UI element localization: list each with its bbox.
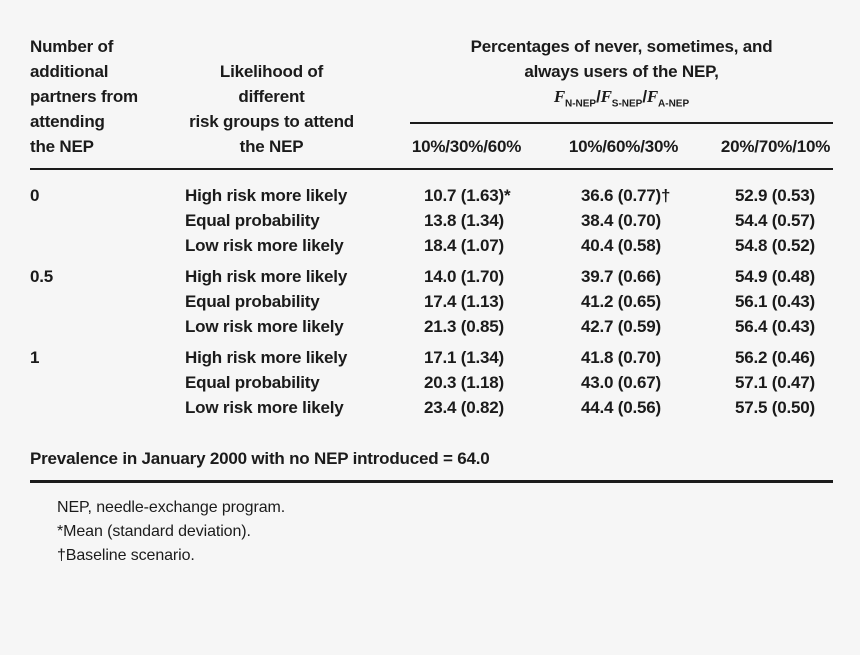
value-cell: 41.2 (0.65) xyxy=(581,292,662,311)
value-cell: 39.7 (0.66) xyxy=(581,267,662,286)
likelihood-cell: High risk more likely xyxy=(185,348,348,367)
partners-cell xyxy=(30,233,185,258)
value-cell: 18.4 (1.07) xyxy=(424,236,505,255)
column-header-likelihood: Likelihood of different risk groups to a… xyxy=(189,62,354,156)
table-footnotes: NEP, needle-exchange program. *Mean (sta… xyxy=(57,496,833,568)
row-group-0-partners: 0 High risk more likely 10.7 (1.63)* 36.… xyxy=(30,183,833,258)
table-row: Low risk more likely 21.3 (0.85) 42.7 (0… xyxy=(30,314,833,339)
footnote-dagger: †Baseline scenario. xyxy=(57,547,195,564)
column-header-partners: Number of additional partners from atten… xyxy=(30,37,138,156)
likelihood-cell: High risk more likely xyxy=(185,267,348,286)
table-body: 0 High risk more likely 10.7 (1.63)* 36.… xyxy=(30,170,833,420)
likelihood-cell: Low risk more likely xyxy=(185,317,344,336)
partners-cell xyxy=(30,208,185,233)
results-table: Number of additional partners from atten… xyxy=(30,34,833,568)
value-cell: 23.4 (0.82) xyxy=(424,398,505,417)
table-header: Number of additional partners from atten… xyxy=(30,34,833,170)
value-cell: 21.3 (0.85) xyxy=(424,317,505,336)
partners-cell xyxy=(30,289,185,314)
value-cell: 43.0 (0.67) xyxy=(581,373,662,392)
value-cell: 38.4 (0.70) xyxy=(581,211,662,230)
table-row: 0.5 High risk more likely 14.0 (1.70) 39… xyxy=(30,264,833,289)
footnote-asterisk: *Mean (standard deviation). xyxy=(57,523,251,540)
value-cell: 42.7 (0.59) xyxy=(581,317,662,336)
subcolumn-header-1: 10%/30%/60% xyxy=(411,137,522,156)
value-cell: 54.4 (0.57) xyxy=(735,211,816,230)
partners-cell: 0 xyxy=(30,186,40,205)
table-row: Low risk more likely 18.4 (1.07) 40.4 (0… xyxy=(30,233,833,258)
likelihood-cell: Low risk more likely xyxy=(185,398,344,417)
value-cell: 52.9 (0.53) xyxy=(735,186,816,205)
row-group-05-partners: 0.5 High risk more likely 14.0 (1.70) 39… xyxy=(30,264,833,339)
value-cell: 56.2 (0.46) xyxy=(735,348,816,367)
table-row: 1 High risk more likely 17.1 (1.34) 41.8… xyxy=(30,345,833,370)
subcolumn-header-3: 20%/70%/10% xyxy=(720,137,831,156)
value-cell: 57.1 (0.47) xyxy=(735,373,816,392)
likelihood-cell: Low risk more likely xyxy=(185,236,344,255)
table-row: Equal probability 20.3 (1.18) 43.0 (0.67… xyxy=(30,370,833,395)
value-cell: 10.7 (1.63)* xyxy=(424,186,511,205)
f-ratio-formula: FN-NEP/FS-NEP/FA-NEP xyxy=(553,87,690,110)
value-cell: 17.4 (1.13) xyxy=(424,292,505,311)
value-cell: 13.8 (1.34) xyxy=(424,211,505,230)
table-row: Equal probability 13.8 (1.34) 38.4 (0.70… xyxy=(30,208,833,233)
footnote-abbreviation: NEP, needle-exchange program. xyxy=(57,499,286,516)
table-row: Equal probability 17.4 (1.13) 41.2 (0.65… xyxy=(30,289,833,314)
value-cell: 20.3 (1.18) xyxy=(424,373,505,392)
value-cell: 44.4 (0.56) xyxy=(581,398,662,417)
value-cell: 56.4 (0.43) xyxy=(735,317,816,336)
value-cell: 14.0 (1.70) xyxy=(424,267,505,286)
value-cell: 40.4 (0.58) xyxy=(581,236,662,255)
partners-cell: 0.5 xyxy=(30,267,54,286)
value-cell: 57.5 (0.50) xyxy=(735,398,816,417)
likelihood-cell: Equal probability xyxy=(185,373,320,392)
table-row: 0 High risk more likely 10.7 (1.63)* 36.… xyxy=(30,183,833,208)
partners-cell: 1 xyxy=(30,348,40,367)
value-cell: 54.8 (0.52) xyxy=(735,236,816,255)
subcolumn-header-2: 10%/60%/30% xyxy=(568,137,679,156)
prevalence-note: Prevalence in January 2000 with no NEP i… xyxy=(30,446,833,483)
column-header-percentages: Percentages of never, sometimes, and alw… xyxy=(410,34,833,125)
value-cell: 56.1 (0.43) xyxy=(735,292,816,311)
value-cell: 36.6 (0.77)† xyxy=(581,186,671,205)
likelihood-cell: Equal probability xyxy=(185,292,320,311)
likelihood-cell: Equal probability xyxy=(185,211,320,230)
partners-cell xyxy=(30,395,185,420)
row-group-1-partners: 1 High risk more likely 17.1 (1.34) 41.8… xyxy=(30,345,833,420)
value-cell: 54.9 (0.48) xyxy=(735,267,816,286)
value-cell: 41.8 (0.70) xyxy=(581,348,662,367)
partners-cell xyxy=(30,314,185,339)
value-cell: 17.1 (1.34) xyxy=(424,348,505,367)
partners-cell xyxy=(30,370,185,395)
table-row: Low risk more likely 23.4 (0.82) 44.4 (0… xyxy=(30,395,833,420)
likelihood-cell: High risk more likely xyxy=(185,186,348,205)
